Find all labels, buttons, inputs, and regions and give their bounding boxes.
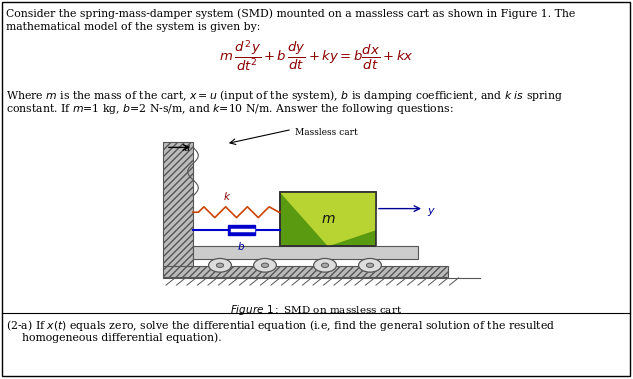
Bar — [227, 225, 254, 235]
Text: $\it{Figure\ 1:}$ SMD on massless cart: $\it{Figure\ 1:}$ SMD on massless cart — [230, 303, 402, 317]
Text: $y$: $y$ — [427, 206, 436, 218]
Bar — [280, 193, 376, 246]
Bar — [280, 193, 376, 246]
Polygon shape — [280, 193, 376, 246]
Bar — [163, 142, 193, 268]
Text: Massless cart: Massless cart — [295, 128, 358, 136]
Circle shape — [322, 263, 329, 268]
Circle shape — [209, 258, 232, 272]
Circle shape — [367, 263, 373, 268]
Text: homogeneous differential equation).: homogeneous differential equation). — [22, 332, 222, 343]
Text: Where $m$ is the mass of the cart, $x = u$ (input of the system), $b$ is damping: Where $m$ is the mass of the cart, $x = … — [6, 88, 563, 103]
Bar — [163, 266, 448, 277]
Circle shape — [313, 258, 336, 272]
Circle shape — [261, 263, 268, 268]
Text: mathematical model of the system is given by:: mathematical model of the system is give… — [6, 22, 260, 32]
Text: $m$: $m$ — [321, 212, 335, 226]
Circle shape — [359, 258, 382, 272]
Text: (2-a) If $x(t)$ equals zero, solve the differential equation (i.e, find the gene: (2-a) If $x(t)$ equals zero, solve the d… — [6, 318, 555, 333]
Text: $u$: $u$ — [183, 143, 191, 153]
Circle shape — [254, 258, 277, 272]
Bar — [163, 142, 193, 268]
Text: $m\,\dfrac{d^{\,2}y}{dt^2}+b\,\dfrac{dy}{dt}+ky=b\dfrac{dx}{dt}+kx$: $m\,\dfrac{d^{\,2}y}{dt^2}+b\,\dfrac{dy}… — [218, 38, 413, 73]
Text: Consider the spring-mass-damper system (SMD) mounted on a massless cart as shown: Consider the spring-mass-damper system (… — [6, 8, 575, 19]
Text: $b$: $b$ — [237, 240, 245, 252]
Text: $k$: $k$ — [223, 190, 232, 202]
Bar — [163, 266, 448, 277]
Bar — [193, 246, 418, 259]
Circle shape — [216, 263, 223, 268]
Text: constant. If $m$=1 kg, $b$=2 N-s/m, and $k$=10 N/m. Answer the following questio: constant. If $m$=1 kg, $b$=2 N-s/m, and … — [6, 102, 454, 116]
